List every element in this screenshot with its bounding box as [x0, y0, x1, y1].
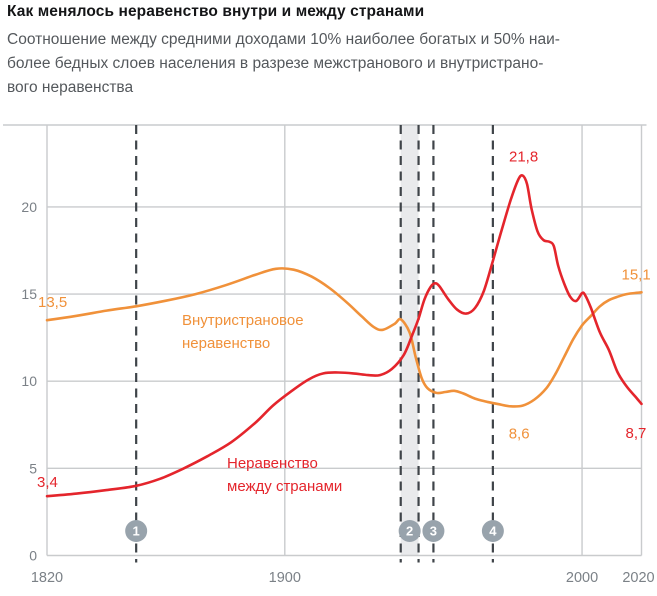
- page-subtitle-line-1: Соотношение между средними доходами 10% …: [7, 31, 560, 48]
- value-label-13-5: 13,5: [38, 294, 67, 311]
- x-axis-tick-2020: 2020: [622, 570, 654, 586]
- page-subtitle-line-2: более бедных слоев населения в разрезе м…: [7, 55, 544, 72]
- page-title: Как менялось неравенство внутри и между …: [7, 3, 425, 20]
- series-label-within-line-2: неравенство: [182, 335, 270, 352]
- event-marker-number-3: 3: [430, 524, 437, 539]
- series-label-between-line-2: между странами: [227, 478, 342, 495]
- value-label-3-4: 3,4: [37, 474, 58, 491]
- x-axis-tick-2000: 2000: [566, 570, 598, 586]
- value-label-15-1: 15,1: [622, 266, 651, 283]
- value-label-8-7: 8,7: [626, 425, 647, 442]
- x-axis-tick-1820: 1820: [31, 570, 63, 586]
- value-label-8-6: 8,6: [509, 425, 530, 442]
- curve-within-country: [45, 267, 643, 408]
- event-marker-circle-1: [125, 520, 148, 542]
- event-marker-number-4: 4: [489, 524, 497, 539]
- event-marker-circle-3: [422, 520, 445, 542]
- event-marker-circle-2: [398, 520, 421, 542]
- y-axis-tick-15: 15: [21, 286, 37, 302]
- event-marker-number-1: 1: [133, 524, 140, 539]
- value-label-21-8: 21,8: [509, 149, 538, 166]
- y-axis-tick-20: 20: [21, 199, 37, 215]
- y-axis-tick-0: 0: [29, 548, 37, 564]
- y-axis-tick-5: 5: [29, 460, 37, 476]
- y-axis-tick-10: 10: [21, 373, 37, 389]
- page-subtitle-line-3: вого неравенства: [7, 79, 134, 96]
- curve-between-country: [45, 174, 643, 498]
- x-axis-tick-1900: 1900: [269, 570, 301, 586]
- series-label-between-line-1: Неравенство: [227, 455, 318, 472]
- event-marker-number-2: 2: [406, 524, 413, 539]
- event-marker-circle-4: [481, 520, 504, 542]
- series-label-within-line-1: Внутристрановое: [182, 312, 304, 329]
